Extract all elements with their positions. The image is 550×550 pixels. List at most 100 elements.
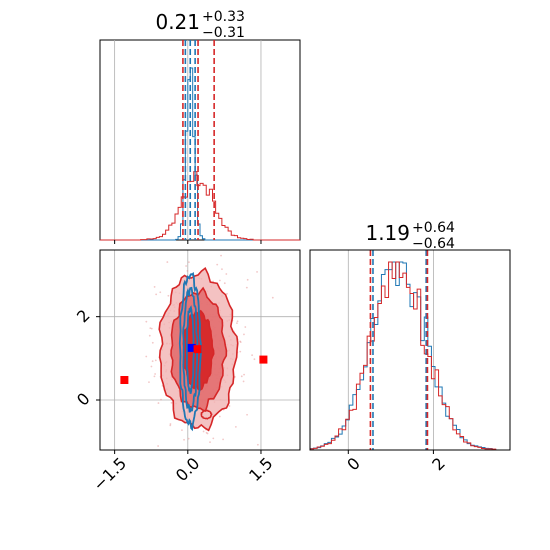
sample-point xyxy=(153,375,156,378)
panel-hist-y-title-plus: +0.64 xyxy=(412,220,455,236)
sample-point xyxy=(188,261,190,264)
sample-point xyxy=(242,380,245,383)
sample-point xyxy=(166,261,169,263)
sample-point xyxy=(167,294,170,297)
sample-point xyxy=(225,273,228,275)
sample-point xyxy=(212,437,215,440)
histogram-blue xyxy=(100,67,300,241)
sample-point xyxy=(226,292,228,295)
sample-point xyxy=(148,381,150,384)
sample-point xyxy=(154,373,157,375)
panel-hist-x: 0.21 +0.33 −0.31 xyxy=(99,9,301,244)
sample-point xyxy=(236,322,238,325)
blue-contour-level-2 xyxy=(178,271,203,432)
x-tick-label-0: 0 xyxy=(343,454,364,475)
sample-point xyxy=(148,334,151,337)
sample-point xyxy=(246,413,248,416)
sample-point xyxy=(155,293,158,296)
sample-point xyxy=(221,268,223,271)
sample-point xyxy=(236,320,239,323)
sample-point xyxy=(216,263,219,266)
sample-point xyxy=(157,445,160,447)
sample-point xyxy=(239,340,242,343)
sample-point xyxy=(251,354,254,357)
panel-hist-x-ticks xyxy=(114,240,262,244)
blue-contour-level-1 xyxy=(182,286,199,413)
y-tick-label-0: 0 xyxy=(73,389,94,410)
panel-hist-y-grid xyxy=(347,250,434,450)
panel-hist-x-frame xyxy=(99,39,301,241)
sample-point xyxy=(205,431,208,434)
sample-point xyxy=(181,429,183,432)
panel-scatter-blue-contours xyxy=(178,271,203,432)
sample-point xyxy=(149,327,152,330)
panel-hist-y-ticks xyxy=(347,450,434,454)
sample-point xyxy=(220,254,222,257)
sample-point xyxy=(145,355,148,358)
marker-marker_red-1 xyxy=(193,345,202,354)
sample-point xyxy=(240,375,243,378)
sample-point xyxy=(202,430,205,433)
sample-point xyxy=(174,453,176,455)
panel-hist-x-title-median: 0.21 xyxy=(155,10,200,34)
panel-scatter-xy: −1.5 0.0 1.5 02 xyxy=(73,249,301,495)
sample-point xyxy=(218,415,221,418)
sample-point xyxy=(222,438,224,441)
sample-point xyxy=(151,341,154,344)
sample-point xyxy=(157,402,160,404)
panel-scatter-ticks xyxy=(96,316,262,454)
red-contour-island xyxy=(200,409,213,420)
sample-point xyxy=(150,327,153,330)
sample-point xyxy=(234,425,237,428)
sample-point xyxy=(170,401,173,404)
sample-point xyxy=(243,373,245,376)
x-tick-label-1: 0.0 xyxy=(172,454,203,485)
sample-point xyxy=(239,350,242,353)
sample-point xyxy=(246,278,249,281)
x-tick-label-0: −1.5 xyxy=(89,454,130,495)
panel-hist-x-steps xyxy=(100,67,300,241)
marker-marker_red-3 xyxy=(259,355,268,364)
panel-scatter-markers xyxy=(120,343,268,384)
panel-hist-y-steps xyxy=(309,261,510,451)
sample-point xyxy=(169,424,172,427)
sample-point xyxy=(186,270,189,272)
sample-point xyxy=(244,326,247,328)
sample-point xyxy=(183,438,185,441)
sample-point xyxy=(245,286,248,289)
sample-point xyxy=(253,358,256,361)
sample-point xyxy=(150,365,153,368)
sample-point xyxy=(218,279,221,282)
sample-point xyxy=(256,271,258,273)
panel-scatter-frame xyxy=(99,249,301,451)
panel-hist-x-title-minus: −0.31 xyxy=(202,25,245,41)
histogram-red xyxy=(309,261,510,451)
sample-point xyxy=(145,320,148,323)
panel-hist-x-title-plus: +0.33 xyxy=(202,9,245,25)
sample-point xyxy=(243,333,245,336)
panel-hist-x-quantiles xyxy=(182,40,215,240)
panel-hist-y-title-minus: −0.64 xyxy=(412,236,455,252)
sample-point xyxy=(153,286,156,288)
sample-point xyxy=(169,423,172,425)
sample-point xyxy=(228,405,231,407)
panel-hist-y-frame xyxy=(309,249,511,451)
marker-marker_red-2 xyxy=(120,376,129,384)
x-tick-label-1: 2 xyxy=(428,454,449,475)
blue-contour-level-0 xyxy=(185,305,195,394)
sample-point xyxy=(159,291,162,294)
panel-hist-y-title-median: 1.19 xyxy=(365,221,410,245)
sample-point xyxy=(154,359,157,362)
sample-point xyxy=(223,282,226,285)
y-tick-label-1: 2 xyxy=(73,306,94,327)
panel-scatter-y-tick-labels: 02 xyxy=(73,306,94,410)
panel-hist-y-quantiles xyxy=(369,250,429,450)
sample-point xyxy=(271,296,274,299)
sample-point xyxy=(209,441,211,443)
x-tick-label-2: 1.5 xyxy=(245,454,276,485)
sample-point xyxy=(187,437,190,440)
marker-marker_blue-0 xyxy=(187,343,196,352)
